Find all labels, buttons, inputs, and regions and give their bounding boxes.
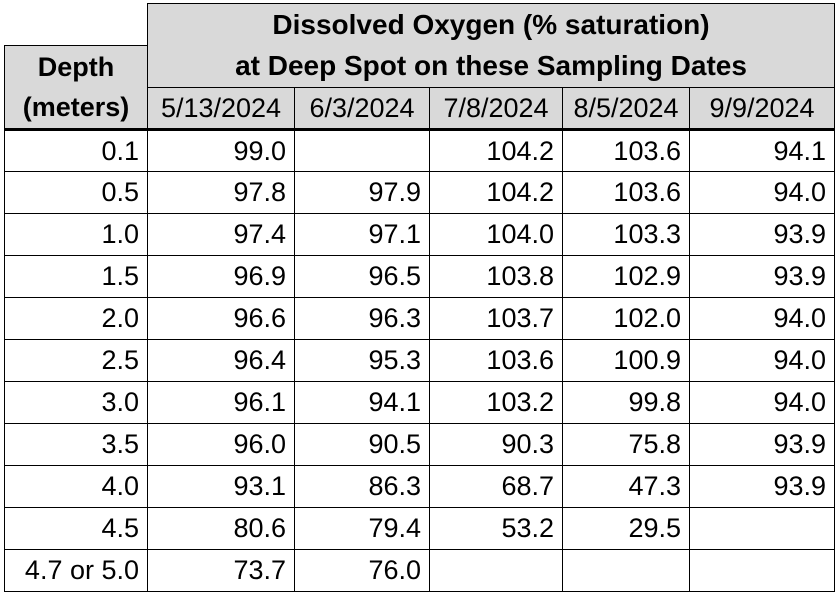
value-cell: 97.4 bbox=[147, 213, 295, 256]
column-header-date-5: 9/9/2024 bbox=[689, 87, 835, 131]
value-cell: 94.0 bbox=[689, 171, 835, 214]
value-cell: 93.9 bbox=[689, 423, 835, 466]
empty-corner-cell bbox=[4, 3, 148, 46]
value-cell bbox=[562, 549, 690, 592]
value-cell: 97.8 bbox=[147, 171, 295, 214]
value-cell: 103.6 bbox=[562, 129, 690, 172]
value-cell: 93.1 bbox=[147, 465, 295, 508]
value-cell: 94.0 bbox=[689, 339, 835, 382]
value-cell: 93.9 bbox=[689, 255, 835, 298]
value-cell: 96.1 bbox=[147, 381, 295, 424]
value-cell: 94.1 bbox=[294, 381, 430, 424]
value-cell: 103.2 bbox=[429, 381, 563, 424]
value-cell: 96.9 bbox=[147, 255, 295, 298]
value-cell: 79.4 bbox=[294, 507, 430, 550]
depth-cell: 0.1 bbox=[4, 129, 148, 172]
value-cell: 102.9 bbox=[562, 255, 690, 298]
value-cell: 96.4 bbox=[147, 339, 295, 382]
table-row: 2.5 96.4 95.3 103.6 100.9 94.0 bbox=[4, 339, 835, 382]
value-cell: 103.6 bbox=[562, 171, 690, 214]
table-row: 2.0 96.6 96.3 103.7 102.0 94.0 bbox=[4, 297, 835, 340]
table-row: 4.5 80.6 79.4 53.2 29.5 bbox=[4, 507, 835, 550]
depth-cell: 4.0 bbox=[4, 465, 148, 508]
value-cell: 76.0 bbox=[294, 549, 430, 592]
value-cell: 96.3 bbox=[294, 297, 430, 340]
value-cell: 97.1 bbox=[294, 213, 430, 256]
value-cell: 103.6 bbox=[429, 339, 563, 382]
title-row: Dissolved Oxygen (% saturation) bbox=[4, 3, 835, 46]
table-row: 4.7 or 5.0 73.7 76.0 bbox=[4, 549, 835, 592]
depth-header-line1: Depth bbox=[37, 52, 115, 82]
column-header-date-1: 5/13/2024 bbox=[147, 87, 295, 131]
table-row: 0.1 99.0 104.2 103.6 94.1 bbox=[4, 129, 835, 172]
value-cell: 96.6 bbox=[147, 297, 295, 340]
value-cell bbox=[689, 549, 835, 592]
depth-cell: 3.0 bbox=[4, 381, 148, 424]
depth-cell: 2.5 bbox=[4, 339, 148, 382]
value-cell: 80.6 bbox=[147, 507, 295, 550]
depth-cell: 4.7 or 5.0 bbox=[4, 549, 148, 592]
value-cell: 73.7 bbox=[147, 549, 295, 592]
value-cell: 96.0 bbox=[147, 423, 295, 466]
table-row: 3.5 96.0 90.5 90.3 75.8 93.9 bbox=[4, 423, 835, 466]
depth-cell: 0.5 bbox=[4, 171, 148, 214]
value-cell: 94.0 bbox=[689, 297, 835, 340]
value-cell: 102.0 bbox=[562, 297, 690, 340]
table-row: 0.5 97.8 97.9 104.2 103.6 94.0 bbox=[4, 171, 835, 214]
value-cell: 96.5 bbox=[294, 255, 430, 298]
value-cell: 90.5 bbox=[294, 423, 430, 466]
table-row: 3.0 96.1 94.1 103.2 99.8 94.0 bbox=[4, 381, 835, 424]
value-cell: 104.2 bbox=[429, 171, 563, 214]
value-cell: 99.0 bbox=[147, 129, 295, 172]
value-cell bbox=[429, 549, 563, 592]
value-cell: 103.3 bbox=[562, 213, 690, 256]
table-row: 1.0 97.4 97.1 104.0 103.3 93.9 bbox=[4, 213, 835, 256]
depth-cell: 1.0 bbox=[4, 213, 148, 256]
value-cell: 99.8 bbox=[562, 381, 690, 424]
value-cell: 29.5 bbox=[562, 507, 690, 550]
depth-header-line2: (meters) bbox=[22, 92, 130, 122]
value-cell bbox=[294, 129, 430, 172]
value-cell: 94.1 bbox=[689, 129, 835, 172]
value-cell: 53.2 bbox=[429, 507, 563, 550]
table-row: 1.5 96.9 96.5 103.8 102.9 93.9 bbox=[4, 255, 835, 298]
value-cell: 93.9 bbox=[689, 213, 835, 256]
value-cell: 86.3 bbox=[294, 465, 430, 508]
table-title: Dissolved Oxygen (% saturation) bbox=[147, 3, 835, 46]
value-cell: 93.9 bbox=[689, 465, 835, 508]
value-cell bbox=[689, 507, 835, 550]
subtitle-row: Depth (meters) at Deep Spot on these Sam… bbox=[4, 45, 835, 131]
column-header-date-4: 8/5/2024 bbox=[562, 87, 690, 131]
value-cell: 90.3 bbox=[429, 423, 563, 466]
dissolved-oxygen-table: Dissolved Oxygen (% saturation) Depth (m… bbox=[4, 3, 835, 592]
column-header-date-2: 6/3/2024 bbox=[294, 87, 430, 131]
value-cell: 68.7 bbox=[429, 465, 563, 508]
date-header-row: 5/13/2024 6/3/2024 7/8/2024 8/5/2024 9/9… bbox=[5, 87, 835, 131]
value-cell: 47.3 bbox=[562, 465, 690, 508]
value-cell: 103.7 bbox=[429, 297, 563, 340]
table-subtitle: at Deep Spot on these Sampling Dates bbox=[147, 45, 835, 88]
value-cell: 97.9 bbox=[294, 171, 430, 214]
table-row: 4.0 93.1 86.3 68.7 47.3 93.9 bbox=[4, 465, 835, 508]
depth-cell: 2.0 bbox=[4, 297, 148, 340]
depth-cell: 3.5 bbox=[4, 423, 148, 466]
value-cell: 95.3 bbox=[294, 339, 430, 382]
depth-column-header: Depth (meters) bbox=[4, 45, 148, 131]
value-cell: 94.0 bbox=[689, 381, 835, 424]
value-cell: 104.2 bbox=[429, 129, 563, 172]
depth-cell: 4.5 bbox=[4, 507, 148, 550]
value-cell: 103.8 bbox=[429, 255, 563, 298]
column-header-date-3: 7/8/2024 bbox=[429, 87, 563, 131]
value-cell: 100.9 bbox=[562, 339, 690, 382]
value-cell: 75.8 bbox=[562, 423, 690, 466]
depth-cell: 1.5 bbox=[4, 255, 148, 298]
value-cell: 104.0 bbox=[429, 213, 563, 256]
